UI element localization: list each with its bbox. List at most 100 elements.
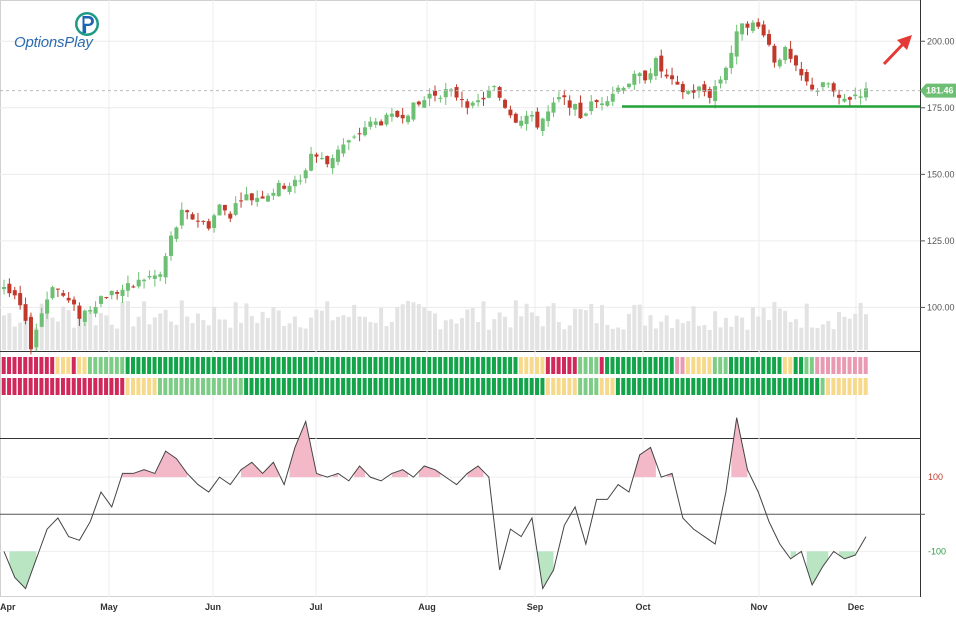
candle xyxy=(535,107,540,130)
candle-body xyxy=(535,111,540,128)
volume-bar xyxy=(459,318,464,350)
candle xyxy=(373,117,378,128)
band-cell xyxy=(465,378,470,395)
candle-body xyxy=(7,283,12,294)
volume-bar xyxy=(61,306,66,350)
band-cell xyxy=(658,357,663,374)
candle-body xyxy=(621,87,626,91)
candle-body xyxy=(465,101,470,108)
band-cell xyxy=(104,378,109,395)
candle xyxy=(761,20,766,38)
band-cell xyxy=(454,357,459,374)
candle-body xyxy=(255,197,260,202)
price-tick-label: 150.00 xyxy=(927,169,955,179)
band-cell xyxy=(12,357,17,374)
candle-body xyxy=(195,220,200,222)
band-cell xyxy=(389,357,394,374)
band-cell xyxy=(416,357,421,374)
candle-body xyxy=(427,93,432,99)
band-cell xyxy=(707,378,712,395)
candle-body xyxy=(503,99,508,108)
candle-body xyxy=(481,97,486,100)
candle xyxy=(152,269,157,287)
volume-bar xyxy=(2,315,6,350)
band-cell xyxy=(432,378,437,395)
band-cell xyxy=(174,357,179,374)
band-cell xyxy=(368,357,373,374)
band-cell xyxy=(524,378,529,395)
last-price-label: 181.46 xyxy=(926,86,954,96)
band-cell xyxy=(411,378,416,395)
candle-body xyxy=(858,96,863,98)
candle-body xyxy=(260,196,265,199)
band-cell xyxy=(648,357,653,374)
volume-bar xyxy=(799,327,804,350)
band-cell xyxy=(362,357,367,374)
candle xyxy=(508,105,513,119)
band-cell xyxy=(567,378,572,395)
volume-bar xyxy=(228,327,233,350)
candle xyxy=(314,152,319,163)
band-cell xyxy=(459,378,464,395)
candle xyxy=(255,190,260,207)
candle xyxy=(271,188,276,200)
band-cell xyxy=(535,378,540,395)
band-cell xyxy=(739,378,744,395)
volume-bar xyxy=(427,310,432,350)
band-cell xyxy=(50,357,55,374)
volume-bar xyxy=(820,324,825,350)
candle-body xyxy=(39,313,44,327)
volume-bar xyxy=(93,325,98,350)
volume-bar xyxy=(82,322,87,350)
volume-bar xyxy=(346,316,351,350)
band-cell xyxy=(39,357,44,374)
volume-bar xyxy=(513,300,518,350)
band-cell xyxy=(766,357,771,374)
candle-body xyxy=(239,200,244,202)
candle-body xyxy=(578,102,583,119)
candle-body xyxy=(120,289,125,296)
band-cell xyxy=(448,357,453,374)
candle xyxy=(39,307,44,328)
candle xyxy=(831,81,836,97)
band-cell xyxy=(157,378,162,395)
candle xyxy=(643,70,648,84)
volume-bar xyxy=(745,329,750,350)
band-cell xyxy=(847,357,852,374)
candle-body xyxy=(276,182,281,197)
candle-body xyxy=(142,279,147,282)
band-cell xyxy=(152,378,157,395)
candle-body xyxy=(783,47,788,61)
band-cell xyxy=(755,357,760,374)
candle-body xyxy=(422,100,427,108)
candle xyxy=(616,84,621,95)
band-cell xyxy=(114,378,119,395)
band-cell xyxy=(664,357,669,374)
candle-body xyxy=(2,286,6,290)
candle xyxy=(244,186,249,201)
volume-bar xyxy=(535,315,540,350)
band-cell xyxy=(190,357,195,374)
candle xyxy=(115,290,120,300)
candle-body xyxy=(336,149,341,162)
candle-body xyxy=(362,127,367,136)
volume-bar xyxy=(389,321,394,350)
band-cell xyxy=(276,378,281,395)
band-cell xyxy=(93,357,98,374)
candle xyxy=(325,155,330,168)
band-cell xyxy=(254,357,259,374)
band-cell xyxy=(675,357,680,374)
band-cell xyxy=(163,357,168,374)
band-cell xyxy=(782,378,787,395)
volume-bar xyxy=(610,328,615,350)
candle xyxy=(120,284,125,304)
candle xyxy=(707,86,712,104)
band-cell xyxy=(712,357,717,374)
band-cell xyxy=(513,357,518,374)
candle-body xyxy=(249,193,254,201)
candle-body xyxy=(842,98,847,102)
volume-bar xyxy=(330,320,335,350)
band-cell xyxy=(7,357,12,374)
band-cell xyxy=(653,378,658,395)
volume-bar xyxy=(524,303,529,350)
